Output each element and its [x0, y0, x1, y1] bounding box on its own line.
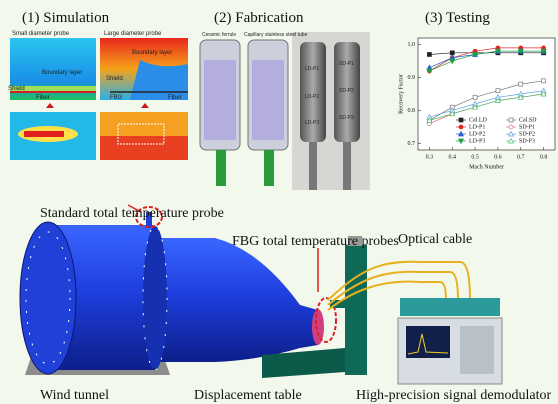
label: FBG — [110, 95, 123, 101]
sim-region — [130, 60, 188, 100]
sketch-inner — [204, 60, 236, 140]
label: Capillary stainless steel tube — [244, 32, 308, 38]
x-tick-label: 0.7 — [517, 154, 525, 160]
wind-tunnel-scene: Standard total temperature probe FBG tot… — [20, 205, 552, 403]
legend-label: LD-P2 — [469, 131, 485, 137]
point — [427, 52, 431, 56]
probe-stem — [309, 142, 317, 190]
point — [450, 51, 454, 55]
panel-title: (1) Simulation — [22, 10, 110, 26]
sketch-stem — [264, 150, 274, 186]
legend-label: SD-P3 — [519, 138, 535, 144]
figure: (1) Simulation Small diameter probe Larg… — [0, 0, 558, 404]
label: LD-P2 — [305, 94, 319, 100]
y-tick-label: 0.8 — [408, 108, 416, 114]
probe-photo — [300, 42, 326, 142]
tunnel-flange — [143, 226, 167, 370]
panel-title: (2) Fabrication — [214, 10, 304, 26]
y-tick-label: 1.0 — [408, 42, 416, 48]
point — [542, 79, 546, 83]
x-tick-label: 0.3 — [426, 154, 434, 160]
label: Shield — [8, 86, 25, 92]
label: High-precision signal demodulator — [356, 388, 552, 403]
panel-title: (3) Testing — [425, 10, 490, 26]
sim-region — [24, 131, 64, 137]
y-axis-label: Recovery Factor — [398, 74, 404, 114]
legend-marker — [509, 125, 513, 129]
demodulator — [400, 298, 500, 316]
sketch-stem — [216, 150, 226, 186]
x-tick-label: 0.4 — [449, 154, 457, 160]
label: Large diameter probe — [104, 31, 162, 37]
label: SD-P2 — [339, 88, 354, 94]
sim-region — [100, 136, 188, 160]
point — [496, 89, 500, 93]
legend-label: LD-P3 — [469, 138, 485, 144]
legend-marker — [459, 125, 463, 129]
label: Fiber — [168, 95, 182, 101]
legend-label: Cal.SD — [519, 117, 537, 123]
legend-label: SD-P1 — [519, 124, 535, 130]
legend-label: SD-P2 — [519, 131, 535, 137]
label: Displacement table — [194, 388, 302, 403]
label: SD-P1 — [339, 61, 354, 67]
label: LD-P1 — [305, 66, 319, 72]
label: Optical cable — [398, 232, 472, 247]
point — [519, 82, 523, 86]
label: FBG total temperature probes — [232, 234, 399, 249]
legend-label: LD-P1 — [469, 124, 485, 130]
label: Fiber — [36, 95, 50, 101]
legend-marker — [459, 118, 463, 122]
label: Boundary layer — [132, 50, 172, 56]
y-tick-label: 0.7 — [408, 141, 416, 147]
x-tick-label: 0.5 — [471, 154, 479, 160]
label: Boundary layer — [42, 70, 82, 76]
probe-stem — [343, 142, 351, 190]
label: Standard total temperature probe — [40, 206, 224, 221]
demodulator-panel — [460, 326, 494, 374]
tunnel-face — [20, 222, 76, 374]
legend-label: Cal.LD — [469, 117, 487, 123]
x-tick-label: 0.6 — [494, 154, 502, 160]
label: Small diameter probe — [12, 31, 70, 37]
point — [473, 95, 477, 99]
label: Shield — [106, 76, 123, 82]
y-tick-label: 0.9 — [408, 75, 416, 81]
x-axis-label: Mach Number — [469, 164, 504, 170]
sketch-inner — [252, 60, 284, 140]
label: LD-P3 — [305, 120, 319, 126]
label: SD-P3 — [339, 115, 354, 121]
legend-marker — [509, 118, 513, 122]
x-tick-label: 0.8 — [540, 154, 548, 160]
label: Wind tunnel — [40, 388, 109, 403]
label: Ceramic ferrule — [202, 32, 236, 38]
table-pillar — [345, 245, 367, 375]
